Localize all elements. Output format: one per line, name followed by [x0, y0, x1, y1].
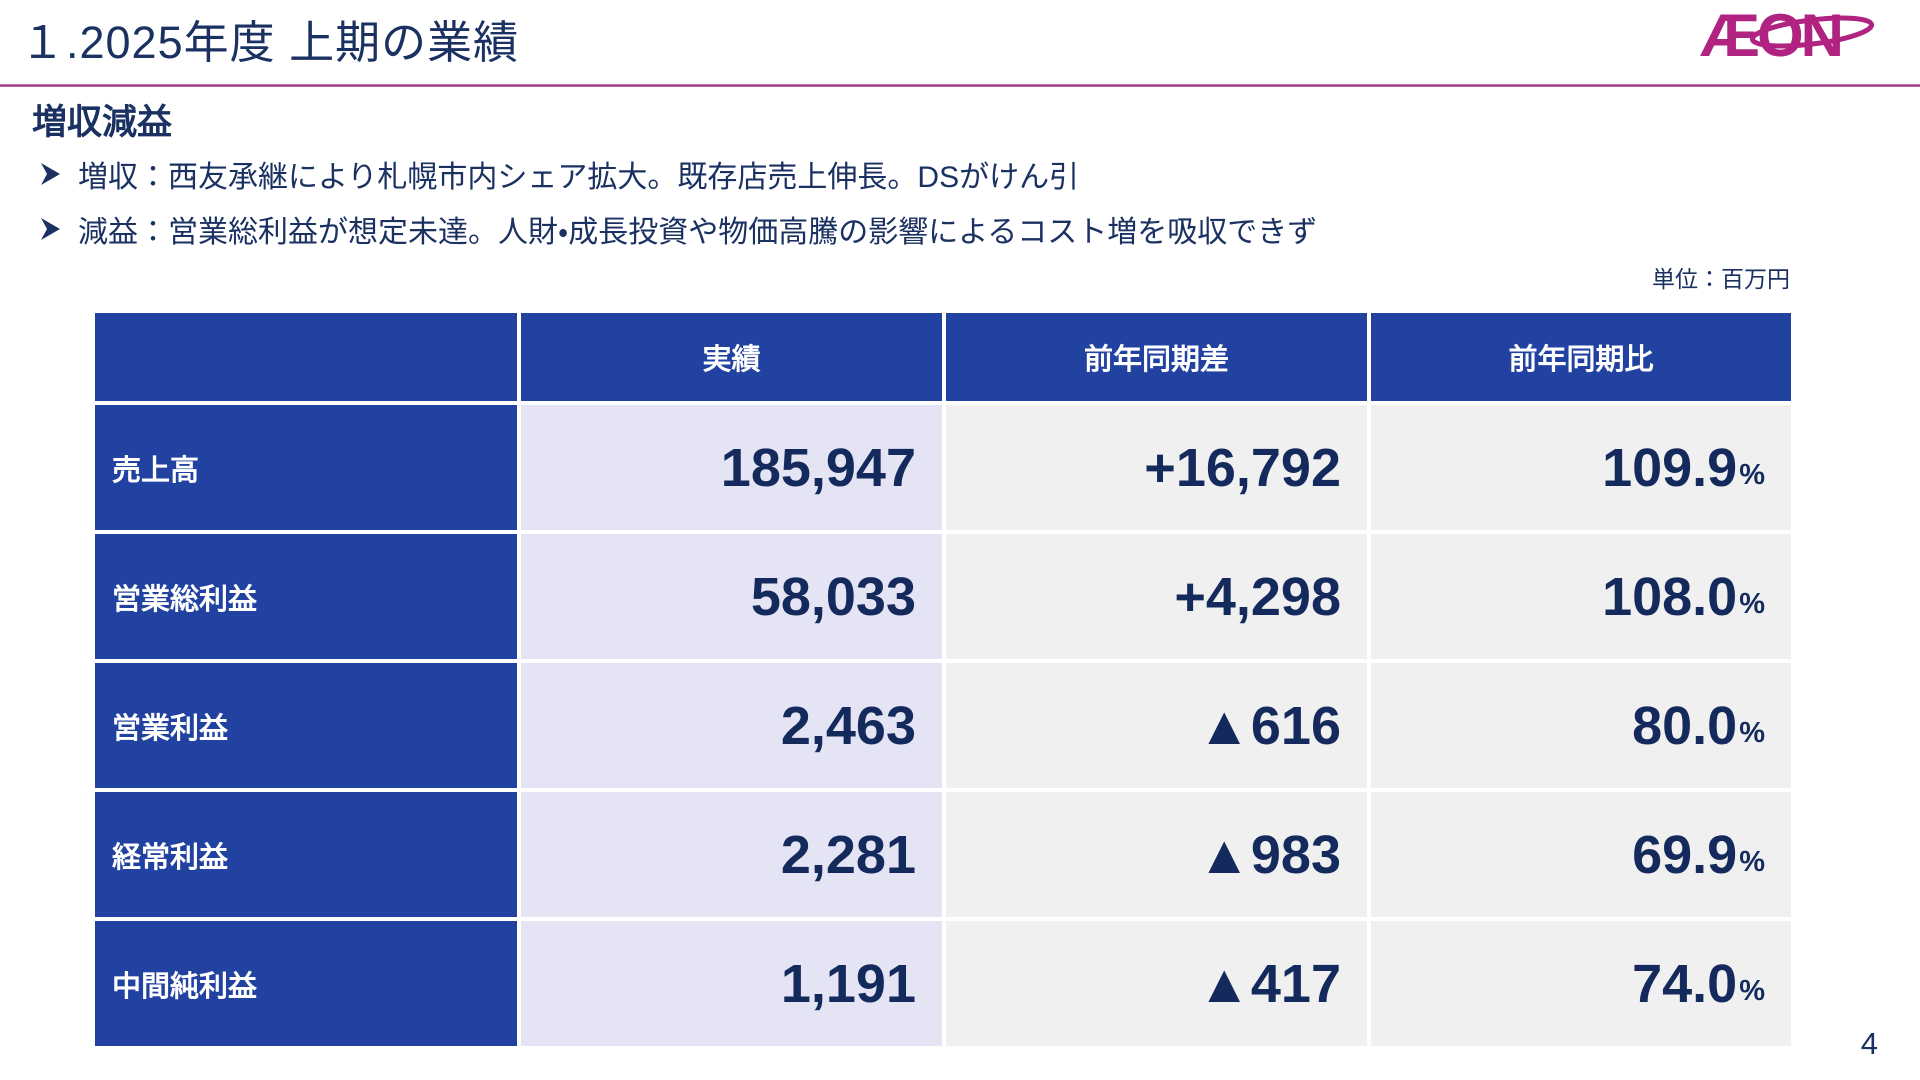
cell-yoy-diff: +4,298: [946, 534, 1367, 659]
unit-note: 単位：百万円: [1652, 266, 1790, 292]
arrowhead-right-icon: [41, 162, 60, 185]
ratio-value: 80.0: [1632, 695, 1738, 756]
cell-yoy-ratio: 74.0%: [1371, 921, 1791, 1046]
cell-yoy-ratio: 80.0%: [1371, 663, 1791, 788]
percent-sign: %: [1739, 459, 1765, 491]
cell-yoy-ratio: 69.9%: [1371, 792, 1791, 917]
cell-actual: 185,947: [521, 405, 942, 530]
percent-sign: %: [1739, 846, 1765, 878]
bullet-text: 減益：営業総利益が想定未達。人財・成長投資や物価高騰の影響によるコスト増を吸収で…: [78, 215, 1318, 249]
cell-yoy-diff: ▲983: [946, 792, 1367, 917]
bullet-item: 増収：西友承継により札幌市内シェア拡大。既存店売上伸長。DSがけん引: [38, 146, 1317, 201]
cell-actual: 2,463: [521, 663, 942, 788]
ratio-value: 74.0: [1632, 953, 1738, 1014]
summary-bullets: 増収：西友承継により札幌市内シェア拡大。既存店売上伸長。DSがけん引 減益：営業…: [38, 146, 1317, 256]
cell-yoy-ratio: 108.0%: [1371, 534, 1791, 659]
table-header-item: [95, 313, 517, 401]
cell-yoy-diff: ▲417: [946, 921, 1367, 1046]
table-header-yoy-ratio: 前年同期比: [1371, 313, 1791, 401]
ratio-value: 109.9: [1602, 437, 1738, 498]
ratio-value: 108.0: [1602, 566, 1738, 627]
cell-yoy-diff: ▲616: [946, 663, 1367, 788]
percent-sign: %: [1739, 975, 1765, 1007]
title-divider: [0, 84, 1920, 87]
financial-results-table: 実績 前年同期差 前年同期比 売上高 185,947 +16,792 109.9…: [95, 313, 1791, 1046]
ratio-value: 69.9: [1632, 824, 1738, 885]
svg-text:ÆON: ÆON: [1700, 2, 1841, 68]
arrowhead-right-icon: [41, 217, 60, 240]
cell-yoy-ratio: 109.9%: [1371, 405, 1791, 530]
row-label: 売上高: [95, 405, 517, 530]
row-label: 経常利益: [95, 792, 517, 917]
row-label: 営業利益: [95, 663, 517, 788]
percent-sign: %: [1739, 588, 1765, 620]
cell-actual: 2,281: [521, 792, 942, 917]
bullet-text: 増収：西友承継により札幌市内シェア拡大。既存店売上伸長。DSがけん引: [78, 160, 1080, 194]
percent-sign: %: [1739, 717, 1765, 749]
aeon-logo: ÆON: [1694, 2, 1894, 69]
page-title: １.2025年度 上期の業績: [20, 17, 520, 68]
table-header-yoy-diff: 前年同期差: [946, 313, 1367, 401]
bullet-item: 減益：営業総利益が想定未達。人財・成長投資や物価高騰の影響によるコスト増を吸収で…: [38, 201, 1317, 256]
aeon-logo-icon: ÆON: [1700, 2, 1875, 69]
row-label: 営業総利益: [95, 534, 517, 659]
cell-actual: 1,191: [521, 921, 942, 1046]
row-label: 中間純利益: [95, 921, 517, 1046]
page-number: 4: [1860, 1026, 1878, 1061]
summary-heading: 増収減益: [32, 103, 173, 142]
cell-actual: 58,033: [521, 534, 942, 659]
table-header-actual: 実績: [521, 313, 942, 401]
cell-yoy-diff: +16,792: [946, 405, 1367, 530]
